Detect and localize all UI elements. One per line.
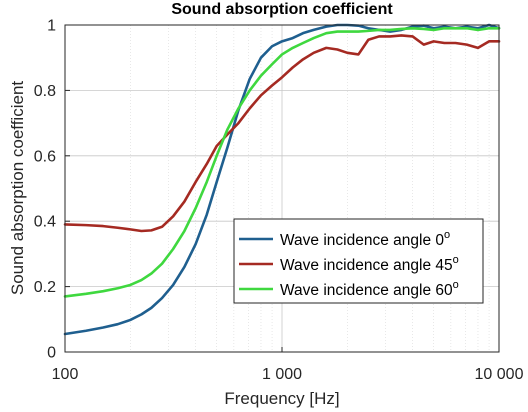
legend-degree-superscript: o xyxy=(453,254,459,266)
y-tick-label: 0 xyxy=(47,345,56,362)
series-line-2 xyxy=(63,34,501,233)
x-tick-label: 10 000 xyxy=(475,366,524,383)
y-tick-label: 1 xyxy=(47,18,56,35)
legend-label-3: Wave incidence angle 60o xyxy=(280,279,459,299)
y-tick-label: 0.6 xyxy=(34,148,56,165)
y-tick-label: 0.4 xyxy=(34,214,56,231)
y-tick-label: 0.8 xyxy=(34,83,56,100)
x-tick-label: 1 000 xyxy=(262,366,302,383)
series-line-3 xyxy=(63,26,501,298)
legend-box xyxy=(233,218,484,304)
legend-degree-superscript: o xyxy=(444,229,450,241)
legend-label-2: Wave incidence angle 45o xyxy=(280,254,459,274)
chart-title: Sound absorption coefficient xyxy=(171,1,393,18)
x-tick-label: 100 xyxy=(52,366,79,383)
x-axis-label: Frequency [Hz] xyxy=(224,389,339,408)
y-tick-label: 0.2 xyxy=(34,279,56,296)
plot-series xyxy=(63,23,501,336)
legend-label-1: Wave incidence angle 0o xyxy=(280,229,450,249)
legend-degree-superscript: o xyxy=(453,279,459,291)
axis-ticks: 100 1 000 10 000 0 0.2 0.4 0.6 0.8 1 xyxy=(34,18,524,384)
series-line-1 xyxy=(63,23,501,336)
grid xyxy=(65,25,499,352)
y-axis-label: Sound absorption coefficient xyxy=(8,81,27,296)
legend: Wave incidence angle 0o Wave incidence an… xyxy=(233,218,484,304)
